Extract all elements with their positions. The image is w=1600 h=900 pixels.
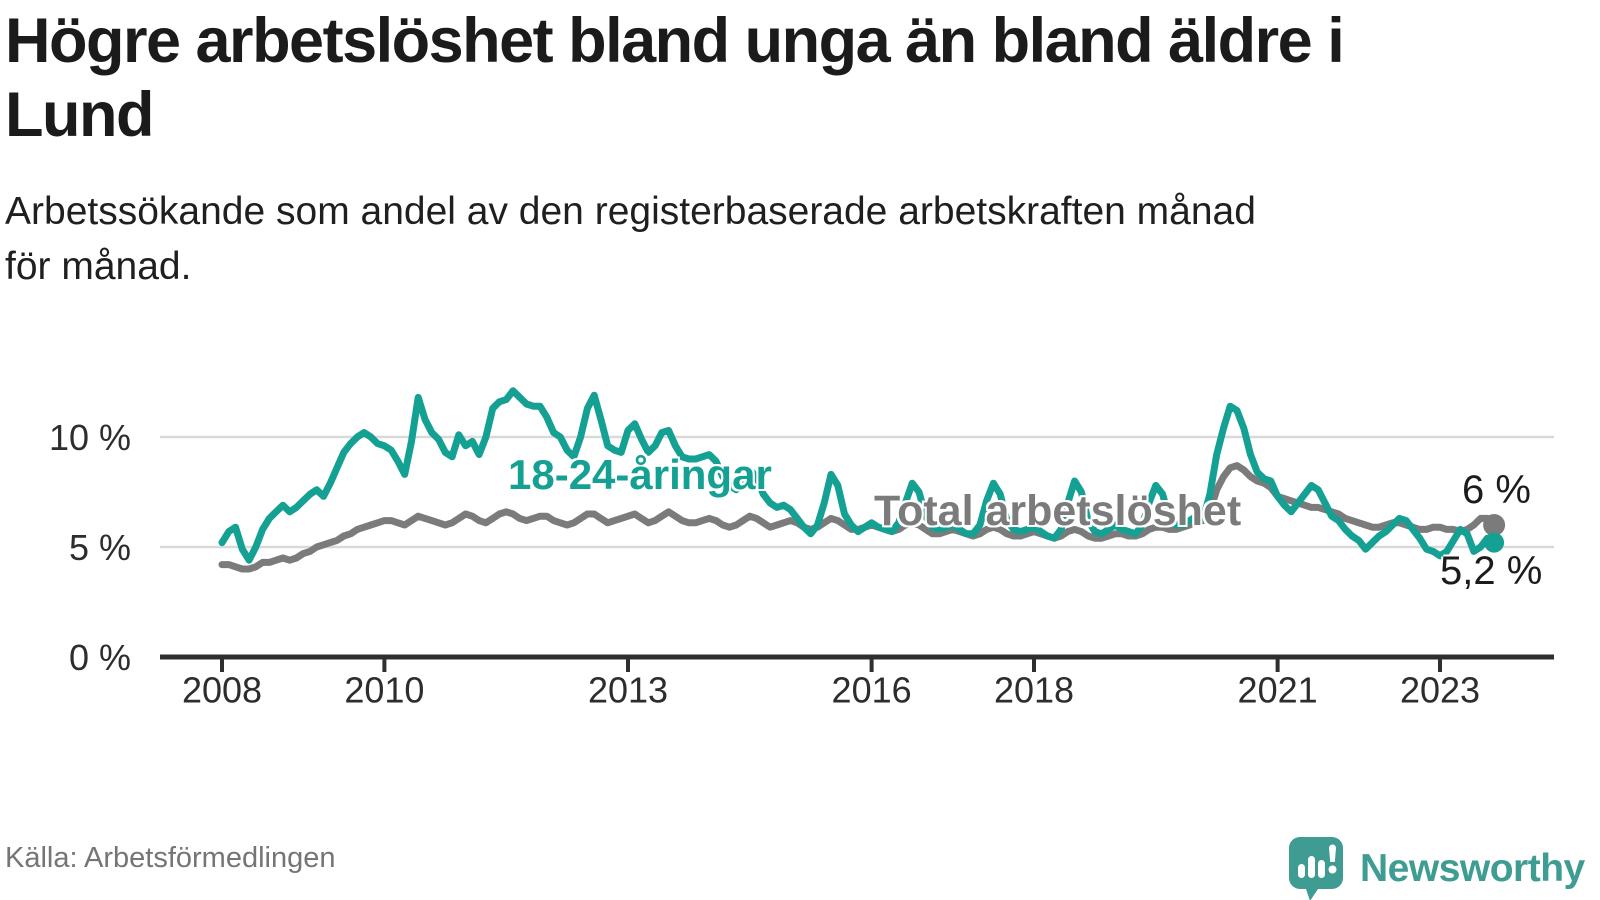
- logo-bar-small: [1298, 864, 1305, 878]
- series-line-youth: [218, 387, 1498, 564]
- x-tick-label: 2013: [588, 669, 668, 710]
- x-tick-label: 2023: [1400, 669, 1480, 710]
- brand-name: Newsworthy: [1360, 847, 1585, 890]
- title-line-1: Högre arbetslöshet bland unga än bland ä…: [5, 6, 1345, 76]
- x-tick-label: 2008: [182, 669, 262, 710]
- series-label-total: Total arbetslöshet: [874, 487, 1242, 535]
- x-tick-label: 2018: [994, 669, 1074, 710]
- title-line-2: Lund: [5, 80, 154, 150]
- end-dot-total: [1483, 514, 1506, 536]
- series-label-youth: 18-24-åringar: [508, 451, 772, 498]
- y-tick-label: 10 %: [49, 417, 131, 458]
- x-tick-label: 2016: [832, 669, 912, 710]
- newsworthy-logo: Newsworthy: [1288, 836, 1585, 900]
- chart-subtitle: Arbetssökande som andel av den registerb…: [5, 184, 1585, 294]
- end-dot-youth: [1484, 532, 1505, 553]
- series-line-total: [218, 462, 1498, 573]
- logo-bar-medium: [1318, 860, 1325, 878]
- logo-bar-tall: [1308, 856, 1315, 878]
- y-tick-label: 5 %: [69, 527, 131, 568]
- end-value-label-total: 6 %: [1462, 468, 1531, 512]
- logo-exclamation: [1329, 844, 1336, 862]
- page-title: Högre arbetslöshet bland unga än bland ä…: [5, 4, 1585, 152]
- newsworthy-logo-icon: [1289, 837, 1343, 900]
- source-note: Källa: Arbetsförmedlingen: [5, 842, 336, 874]
- x-tick-label: 2010: [344, 669, 424, 710]
- y-tick-label: 0 %: [69, 637, 131, 678]
- subtitle-line-1: Arbetssökande som andel av den registerb…: [5, 190, 1256, 233]
- logo-exclamation-dot: [1328, 865, 1337, 874]
- x-tick-label: 2021: [1238, 669, 1318, 710]
- subtitle-line-2: för månad.: [5, 245, 192, 288]
- end-value-label-youth: 5,2 %: [1440, 549, 1543, 593]
